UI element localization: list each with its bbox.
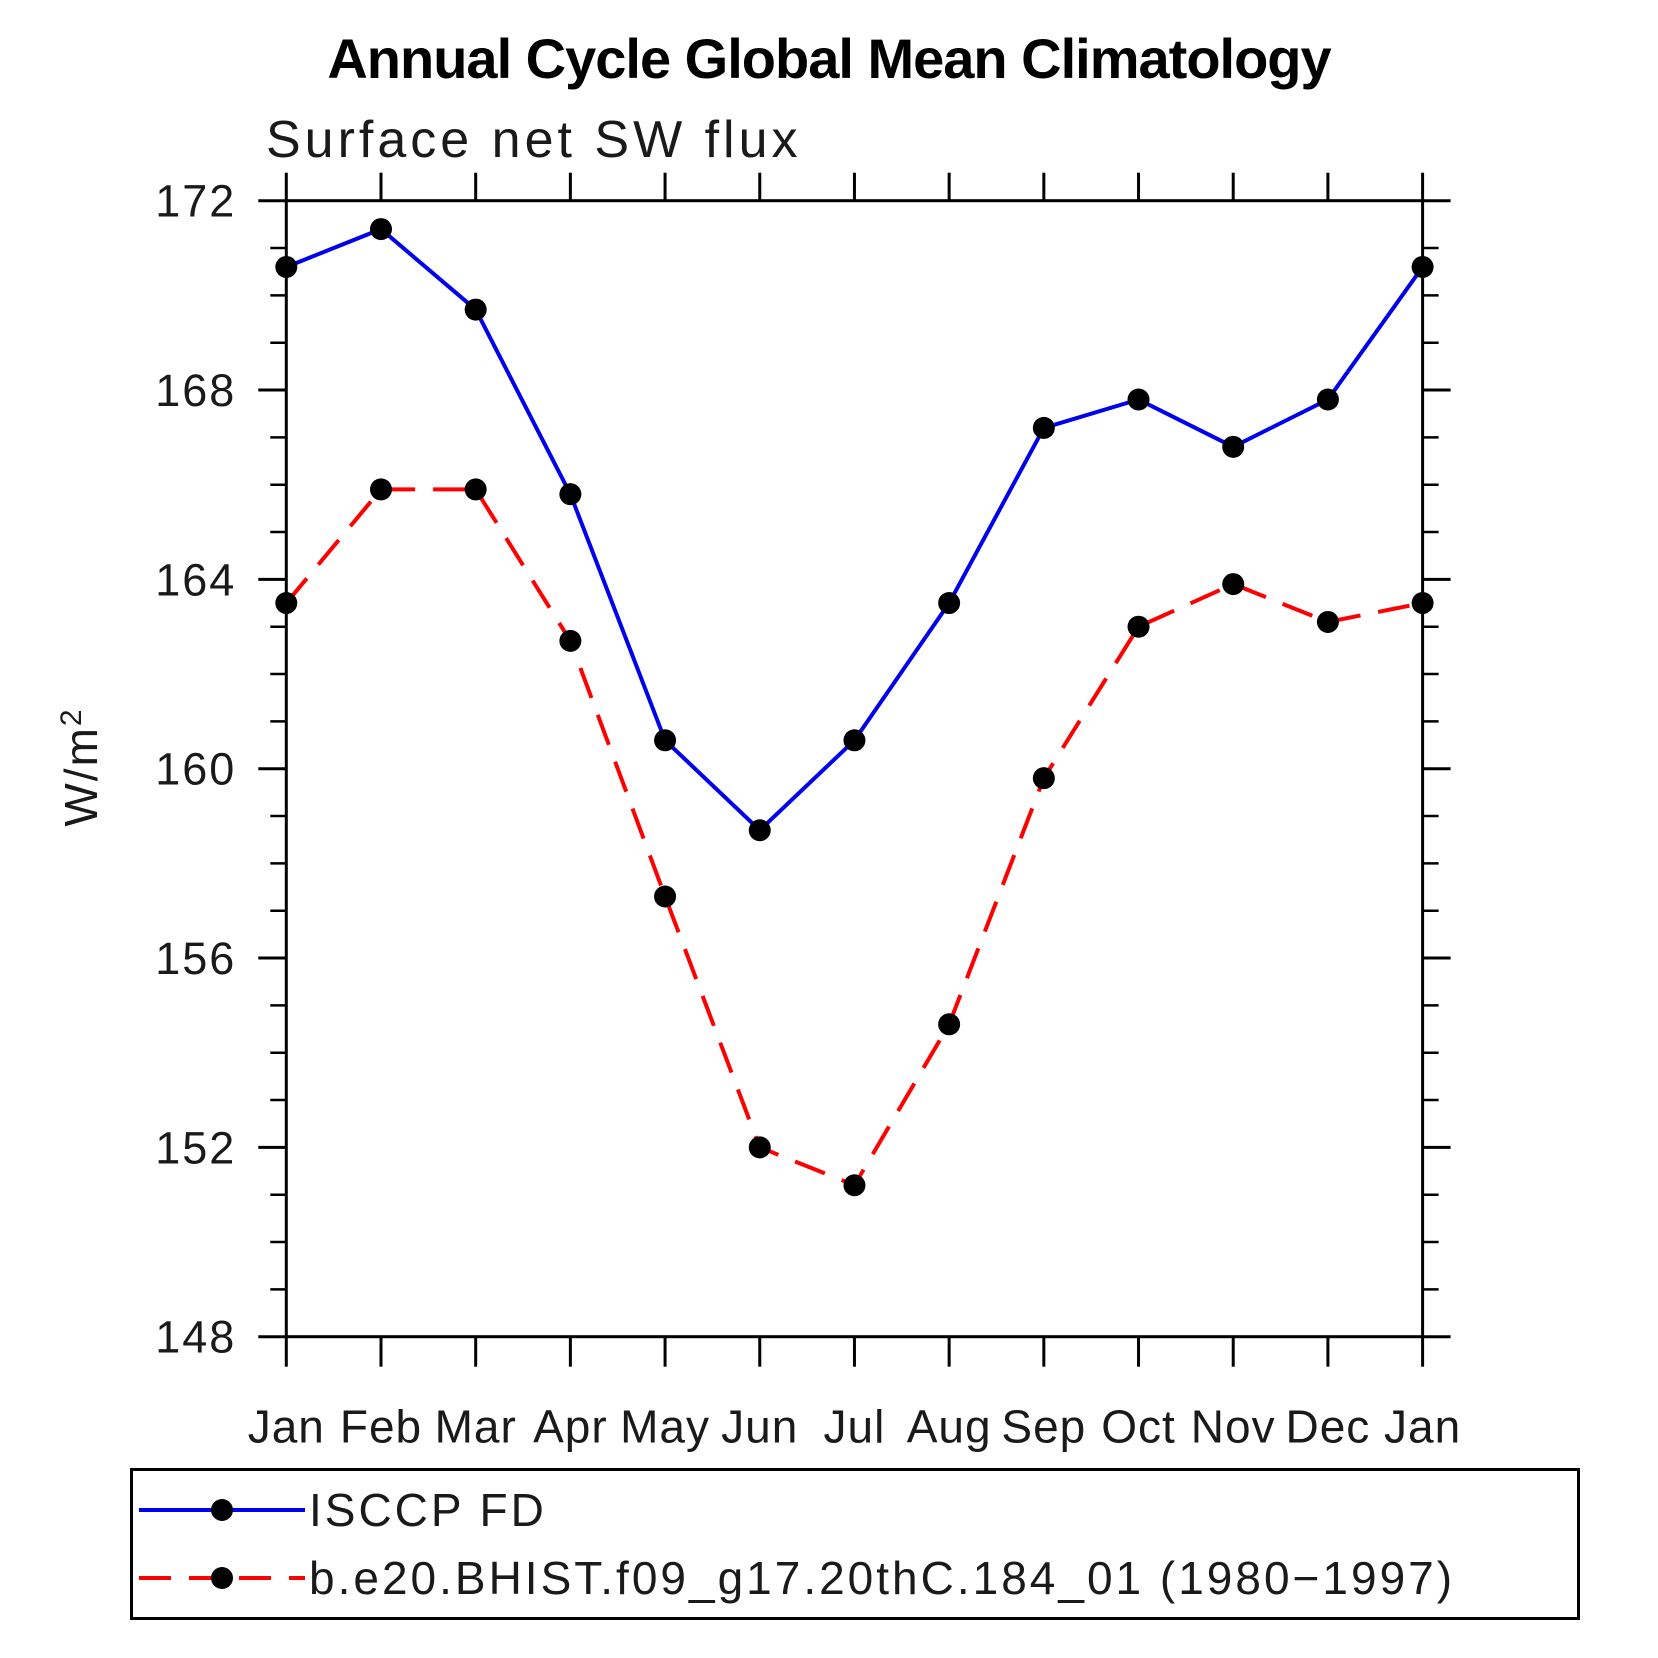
x-tick-label: Dec: [1286, 1401, 1371, 1453]
x-tick-label: Oct: [1101, 1401, 1176, 1453]
data-point-isccp: [1411, 255, 1434, 278]
y-tick-label: 164: [155, 554, 236, 605]
data-point-isccp: [464, 298, 487, 321]
data-point-model: [1127, 615, 1150, 638]
data-point-isccp: [1032, 416, 1055, 439]
legend-label-isccp: ISCCP FD: [309, 1484, 547, 1536]
data-point-model: [1411, 592, 1434, 615]
data-point-model: [843, 1174, 866, 1197]
legend-marker-icon: [211, 1567, 233, 1589]
x-tick-label: Mar: [435, 1401, 517, 1453]
data-point-model: [748, 1136, 771, 1159]
data-point-isccp: [1222, 435, 1245, 458]
data-point-isccp: [275, 255, 298, 278]
data-point-model: [275, 592, 298, 615]
x-tick-label: Jan: [248, 1401, 325, 1453]
x-tick-label: Aug: [907, 1401, 992, 1453]
x-tick-label: Sep: [1001, 1401, 1086, 1453]
legend-item-model: b.e20.BHIST.f09_g17.20thC.184_01 (1980−1…: [133, 1544, 1577, 1612]
y-axis-title: W/m2: [55, 707, 107, 826]
x-tick-label: Nov: [1191, 1401, 1276, 1453]
legend: ISCCP FD b.e20.BHIST.f09_g17.20thC.184_0…: [130, 1468, 1580, 1620]
plot-frame: [284, 199, 1425, 1339]
data-point-isccp: [654, 729, 677, 752]
data-point-model: [654, 885, 677, 908]
y-tick-label: 148: [155, 1312, 236, 1363]
data-point-model: [559, 629, 582, 652]
legend-item-isccp: ISCCP FD: [133, 1476, 1577, 1544]
data-point-model: [1032, 767, 1055, 790]
y-tick-label: 156: [155, 933, 236, 984]
legend-line-sample-isccp: [139, 1499, 305, 1521]
x-tick-label: Apr: [533, 1401, 608, 1453]
y-tick-label: 160: [155, 744, 236, 795]
data-point-model: [464, 478, 487, 501]
y-tick-label: 152: [155, 1122, 236, 1173]
x-tick-label: May: [620, 1401, 710, 1453]
data-point-model: [938, 1013, 961, 1036]
x-tick-label: Feb: [340, 1401, 422, 1453]
chart-title: Annual Cycle Global Mean Climatology: [327, 27, 1331, 90]
x-tick-label: Jul: [824, 1401, 886, 1453]
data-point-model: [369, 478, 392, 501]
legend-label-model: b.e20.BHIST.f09_g17.20thC.184_01 (1980−1…: [309, 1552, 1456, 1604]
y-tick-label: 168: [155, 365, 236, 416]
data-point-model: [1316, 610, 1339, 633]
data-point-isccp: [559, 483, 582, 506]
series-line-model: [284, 487, 1423, 1188]
data-point-isccp: [1127, 388, 1150, 411]
x-tick-label: Jan: [1384, 1401, 1461, 1453]
chart-subtitle: Surface net SW flux: [266, 111, 802, 169]
data-point-isccp: [1316, 388, 1339, 411]
data-point-isccp: [843, 729, 866, 752]
x-tick-label: Jun: [721, 1401, 798, 1453]
data-point-isccp: [369, 218, 392, 241]
data-point-model: [1222, 573, 1245, 596]
legend-line-sample-model: [139, 1567, 305, 1589]
data-point-isccp: [938, 592, 961, 615]
data-point-isccp: [748, 819, 771, 842]
y-tick-label: 172: [155, 176, 236, 227]
legend-marker-icon: [211, 1499, 233, 1521]
